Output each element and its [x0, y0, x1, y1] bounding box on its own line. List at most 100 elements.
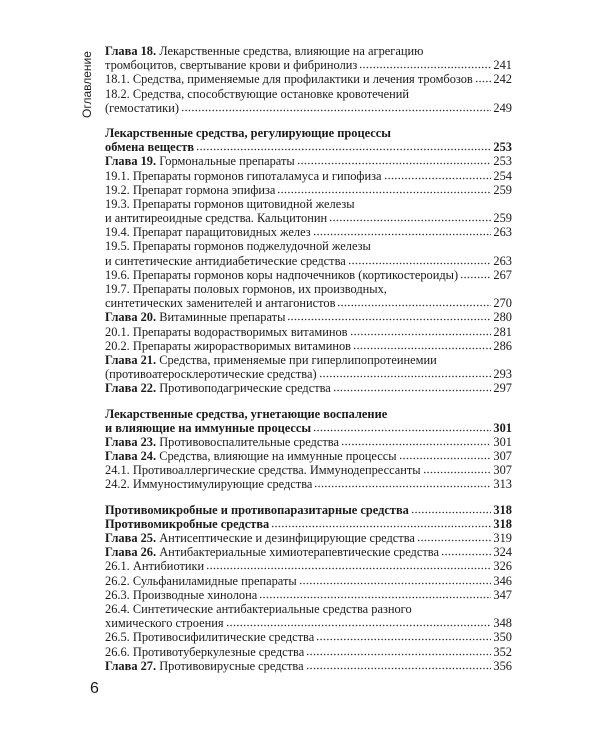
toc-entry: 26.3. Производные хинолона 347	[105, 588, 512, 602]
entry-text: 26.2. Сульфаниламидные препараты	[105, 573, 297, 588]
entry-text: Средства, влияющие на иммунные процессы	[159, 449, 397, 464]
page-ref: 263	[493, 225, 512, 240]
entry-text: 26.4. Синтетические антибактериальные ср…	[105, 601, 412, 616]
page-ref: 313	[493, 477, 512, 492]
toc-entry: Лекарственные средства, угнетающие воспа…	[105, 407, 512, 435]
entry-text-wrap: и синтетические антидиабетические средст…	[105, 254, 346, 268]
toc-block: Лекарственные средства, угнетающие воспа…	[105, 407, 512, 492]
chapter-label: Глава 27.	[105, 658, 157, 673]
page-number: 6	[90, 680, 99, 697]
page-ref: 253	[493, 154, 512, 169]
page-ref: 293	[493, 367, 512, 382]
entry-text: Антибактериальные химиотерапевтические с…	[159, 545, 439, 560]
dot-leader	[305, 666, 492, 670]
toc-entry: Лекарственные средства, регулирующие про…	[105, 126, 512, 154]
entry-text: 18.1. Средства, применяемые для профилак…	[105, 72, 473, 87]
page-ref: 259	[493, 211, 512, 226]
entry-text-wrap: (гемостатики)	[105, 101, 179, 115]
entry-text-wrap: Глава 18. Лекарственные средства, влияющ…	[105, 44, 423, 58]
page-ref: 267	[493, 267, 512, 282]
page-ref: 270	[493, 296, 512, 311]
page-ref: 301	[493, 420, 512, 435]
toc-entry: 19.1. Препараты гормонов гипоталамуса и …	[105, 169, 512, 183]
page-ref: 307	[493, 463, 512, 478]
entry-text: Противовоспалительные средства	[159, 434, 339, 449]
chapter-label: Глава 21.	[105, 352, 157, 367]
chapter-label: Глава 25.	[105, 531, 157, 545]
toc-line: 19.5. Препараты гормонов поджелудочной ж…	[105, 239, 512, 253]
page-ref: 319	[493, 531, 512, 545]
entry-text-wrap: и антитиреоидные средства. Кальцитонин	[105, 211, 327, 225]
entry-text: 24.1. Противоаллергические средства. Имм…	[105, 463, 421, 478]
entry-text-wrap: Глава 22. Противоподагрические средства	[105, 381, 331, 395]
toc-line: 19.4. Препарат паращитовидных желез 263	[105, 225, 512, 239]
toc-line: 24.1. Противоаллергические средства. Имм…	[105, 463, 512, 477]
dot-leader	[460, 275, 492, 279]
entry-text: 26.6. Противотуберкулезные средства	[105, 644, 305, 659]
entry-text: 24.2. Иммуностимулирующие средства	[105, 477, 313, 492]
toc-entry: Глава 19. Гормональные препараты 253	[105, 154, 512, 168]
chapter-label: Глава 22.	[105, 381, 157, 396]
entry-text-wrap: (противоатеросклеротические средства)	[105, 367, 317, 381]
page-ref: 254	[493, 168, 512, 183]
entry-text: 18.2. Средства, способствующие остановке…	[105, 86, 409, 101]
entry-text-wrap: синтетических заменителей и антагонистов	[105, 296, 335, 310]
page-ref: 280	[493, 310, 512, 325]
chapter-label: Глава 24.	[105, 449, 157, 464]
toc-entry: Глава 23. Противовоспалительные средства…	[105, 435, 512, 449]
page-ref: 348	[493, 616, 512, 631]
toc-line: Глава 26. Антибактериальные химиотерапев…	[105, 545, 512, 559]
toc-entry: 26.2. Сульфаниламидные препараты 346	[105, 574, 512, 588]
dot-leader	[318, 375, 492, 379]
entry-text-wrap: 26.4. Синтетические антибактериальные ср…	[105, 602, 412, 616]
toc-entry: Глава 20. Витаминные препараты 280	[105, 310, 512, 324]
toc-entry: 24.2. Иммуностимулирующие средства 313	[105, 477, 512, 491]
dot-leader	[416, 539, 492, 542]
toc-line: синтетических заменителей и антагонистов…	[105, 296, 512, 310]
dot-leader	[271, 524, 492, 528]
entry-text-wrap: 26.5. Противосифилитические средства	[105, 630, 314, 644]
toc-line: (гемостатики) 249	[105, 101, 512, 115]
toc-line: и влияющие на иммунные процессы 301	[105, 421, 512, 435]
entry-text-wrap: Глава 24. Средства, влияющие на иммунные…	[105, 449, 397, 463]
entry-text: 19.4. Препарат паращитовидных желез	[105, 225, 311, 240]
entry-text: Антисептические и дезинфицирующие средст…	[159, 531, 415, 545]
entry-text: 26.1. Антибиотики	[105, 559, 205, 574]
toc-line: 26.2. Сульфаниламидные препараты 346	[105, 574, 512, 588]
toc-entry: 19.7. Препараты половых гормонов, их про…	[105, 282, 512, 310]
entry-text-wrap: 19.2. Препарат гормона эпифиза	[105, 183, 275, 197]
dot-leader	[298, 581, 492, 585]
dot-leader	[337, 304, 492, 308]
toc-line: обмена веществ 253	[105, 140, 512, 154]
dot-leader	[314, 485, 492, 489]
entry-text-wrap: Лекарственные средства, регулирующие про…	[105, 126, 391, 140]
page-ref: 281	[493, 324, 512, 339]
entry-text: 19.2. Препарат гормона эпифиза	[105, 182, 276, 197]
toc-entry: Глава 27. Противовирусные средства 356	[105, 659, 512, 673]
dot-leader	[312, 233, 492, 237]
entry-text: 19.7. Препараты половых гормонов, их про…	[105, 282, 387, 296]
page-ref: 241	[493, 58, 512, 73]
dot-leader	[332, 389, 492, 393]
entry-text-wrap: 18.1. Средства, применяемые для профилак…	[105, 72, 473, 86]
side-label: Оглавление	[80, 51, 94, 118]
toc-entry: Глава 18. Лекарственные средства, влияющ…	[105, 44, 512, 72]
dot-leader	[383, 176, 492, 180]
toc-line: 19.2. Препарат гормона эпифиза 259	[105, 183, 512, 197]
toc-line: 19.6. Препараты гормонов коры надпочечни…	[105, 268, 512, 282]
toc-line: Лекарственные средства, регулирующие про…	[105, 126, 512, 140]
page-ref: 352	[493, 644, 512, 659]
entry-text: Противоподагрические средства	[159, 381, 331, 396]
chapter-label: Глава 26.	[105, 545, 157, 560]
entry-text-wrap: Глава 25. Антисептические и дезинфицирую…	[105, 531, 415, 545]
toc-entry: 19.4. Препарат паращитовидных желез 263	[105, 225, 512, 239]
toc-block: Лекарственные средства, регулирующие про…	[105, 126, 512, 396]
dot-leader	[313, 428, 492, 432]
dot-leader	[296, 162, 492, 166]
page-ref: 286	[493, 338, 512, 353]
table-of-contents: Глава 18. Лекарственные средства, влияющ…	[105, 44, 512, 684]
toc-entry: Глава 21. Средства, применяемые при гипе…	[105, 353, 512, 381]
entry-text-wrap: 19.6. Препараты гормонов коры надпочечни…	[105, 268, 458, 282]
toc-line: 26.5. Противосифилитические средства 350	[105, 630, 512, 644]
entry-text-wrap: 26.3. Производные хинолона	[105, 588, 257, 602]
